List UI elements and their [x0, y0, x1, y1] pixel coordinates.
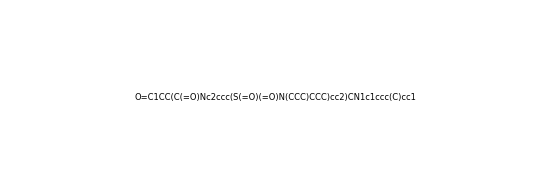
Text: O=C1CC(C(=O)Nc2ccc(S(=O)(=O)N(CCC)CCC)cc2)CN1c1ccc(C)cc1: O=C1CC(C(=O)Nc2ccc(S(=O)(=O)N(CCC)CCC)cc… [134, 94, 416, 102]
